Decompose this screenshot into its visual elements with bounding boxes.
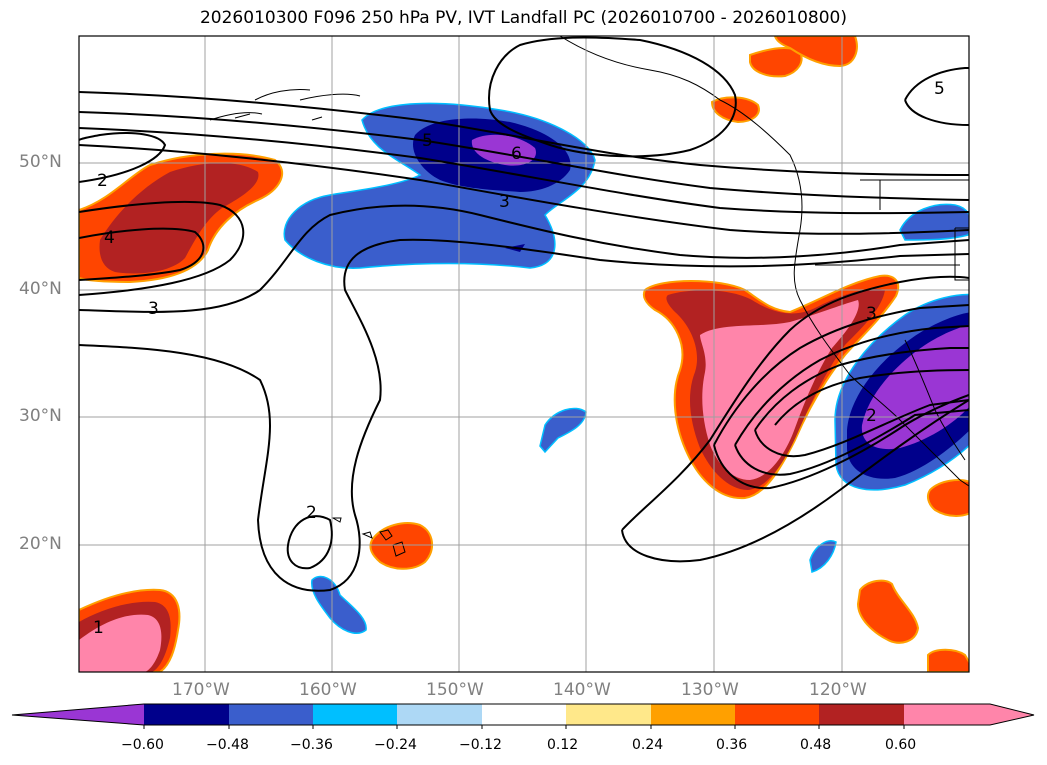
contour-label: 3: [148, 299, 159, 319]
contour-label: 3: [866, 304, 877, 324]
lon-label: 120°W: [809, 680, 867, 700]
lon-label: 170°W: [172, 680, 230, 700]
lat-label: 40°N: [19, 279, 62, 299]
colorbar-tick-label: 0.24: [632, 737, 664, 753]
colorbar-tick-label: −0.24: [374, 737, 417, 753]
plot-area: 2 4 3 5 6 3 3 2 2 5 1: [79, 36, 969, 672]
colorbar-tick-label: −0.60: [121, 737, 164, 753]
colorbar-tick-label: 0.48: [800, 737, 832, 753]
ivt-contours: [79, 36, 969, 592]
lat-label: 50°N: [19, 152, 62, 172]
lon-label: 160°W: [299, 680, 357, 700]
positive-anomaly-southwest-corner: [79, 588, 181, 672]
map-title: 2026010300 F096 250 hPa PV, IVT Landfall…: [199, 8, 847, 28]
positive-anomaly-small-patches: [369, 36, 969, 672]
lon-label: 130°W: [681, 680, 739, 700]
lon-label: 150°W: [426, 680, 484, 700]
lat-label: 20°N: [19, 534, 62, 554]
contour-label: 3: [499, 192, 510, 212]
colorbar-tick-label: 0.12: [547, 737, 579, 753]
contour-label: 2: [306, 503, 317, 523]
islands: [234, 113, 406, 557]
colorbar-tick-label: 0.60: [885, 737, 917, 753]
colorbar-tick-label: −0.48: [206, 737, 249, 753]
lat-label: 30°N: [19, 406, 62, 426]
positive-anomaly-central-pacific: [79, 152, 284, 284]
contour-label: 2: [97, 171, 108, 191]
colorbar-tick-label: −0.12: [459, 737, 502, 753]
negative-anomaly-north-pacific: [283, 102, 596, 269]
gridlines: [79, 36, 969, 672]
plot-frame: [78, 35, 970, 673]
contour-label: 4: [104, 228, 115, 248]
lon-label: 140°W: [553, 680, 611, 700]
colorbar-tick-label: 0.36: [716, 737, 748, 753]
contour-label: 5: [422, 131, 433, 151]
contour-label: 2: [866, 406, 877, 426]
contour-labels: 2 4 3 5 6 3 3 2 2 5 1: [93, 79, 945, 638]
contour-label: 1: [93, 618, 104, 638]
contour-label: 5: [934, 79, 945, 99]
colorbar: [11, 703, 1035, 729]
colorbar-extend-high: [904, 704, 1034, 725]
contour-label: 6: [511, 144, 522, 164]
colorbar-tick-label: −0.36: [290, 737, 333, 753]
colorbar-extend-low: [12, 704, 144, 725]
